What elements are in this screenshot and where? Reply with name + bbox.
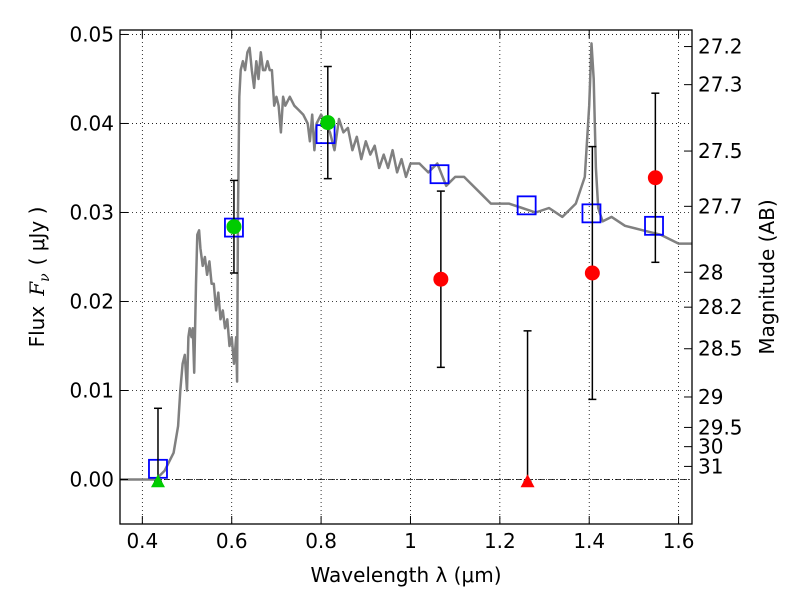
non-detection-triangle bbox=[520, 474, 535, 488]
magnitude-tick-label: 27.7 bbox=[698, 194, 743, 218]
plot-border bbox=[119, 29, 693, 525]
y-axis-title: Flux Fν ( μJy ) bbox=[25, 207, 53, 348]
x-tick-label: 1.4 bbox=[573, 529, 605, 553]
magnitude-tick-label: 28.5 bbox=[698, 337, 743, 361]
y-axis-ticks: 0.00 0.01 0.02 0.03 0.04 0.05 bbox=[69, 22, 128, 491]
data-points bbox=[150, 115, 663, 488]
y-tick-label: 0.03 bbox=[69, 200, 114, 224]
model-square-marker bbox=[516, 195, 537, 216]
magnitude-tick-label: 27.2 bbox=[698, 35, 743, 59]
magnitude-tick-label: 31 bbox=[698, 454, 723, 478]
model-square-marker bbox=[581, 203, 602, 224]
magnitude-tick-label: 27.5 bbox=[698, 139, 743, 163]
x-tick-label: 0.6 bbox=[216, 529, 248, 553]
y-axis-title-unit: ( μJy ) bbox=[25, 207, 49, 266]
x-axis-ticks: 0.4 0.6 0.8 1 1.2 1.4 1.6 bbox=[126, 30, 695, 553]
magnitude-tick-label: 27.3 bbox=[698, 73, 743, 97]
magnitude-axis-title: Magnitude (AB) bbox=[755, 199, 779, 354]
low-significance-point bbox=[433, 271, 449, 287]
y-tick-label: 0.02 bbox=[69, 289, 114, 313]
x-tick-label: 1.6 bbox=[663, 529, 695, 553]
x-tick-label: 0.4 bbox=[126, 529, 158, 553]
y-tick-label: 0.05 bbox=[69, 22, 114, 46]
x-tick-label: 0.8 bbox=[305, 529, 337, 553]
magnitude-tick-label: 28.2 bbox=[698, 295, 743, 319]
magnitude-tick-label: 30 bbox=[698, 435, 723, 459]
model-square-marker bbox=[644, 215, 664, 236]
sed-line bbox=[120, 42, 692, 481]
low-significance-point bbox=[647, 170, 663, 186]
x-tick-label: 1.2 bbox=[484, 529, 516, 553]
y-axis-title-prefix: Flux bbox=[25, 306, 49, 348]
y-axis-title-subscript: ν bbox=[37, 273, 53, 282]
magnitude-tick-label: 29 bbox=[698, 385, 723, 409]
magnitude-tick-label: 29.5 bbox=[698, 415, 743, 439]
model-square-marker bbox=[429, 164, 450, 185]
non-detection-triangle bbox=[150, 474, 165, 488]
x-tick-label: 1 bbox=[404, 529, 417, 553]
y-tick-label: 0.01 bbox=[69, 378, 114, 402]
low-significance-point bbox=[584, 265, 600, 281]
plot-frame bbox=[119, 29, 693, 525]
x-axis-title: Wavelength λ (μm) bbox=[310, 563, 501, 587]
detection-point bbox=[226, 219, 242, 235]
detection-point bbox=[320, 115, 336, 131]
y-tick-label: 0.04 bbox=[69, 111, 114, 135]
magnitude-tick-label: 28 bbox=[698, 260, 723, 284]
model-sed-curve bbox=[120, 42, 692, 481]
y-tick-label: 0.00 bbox=[69, 467, 114, 491]
y-axis-title-symbol: F bbox=[25, 281, 49, 297]
